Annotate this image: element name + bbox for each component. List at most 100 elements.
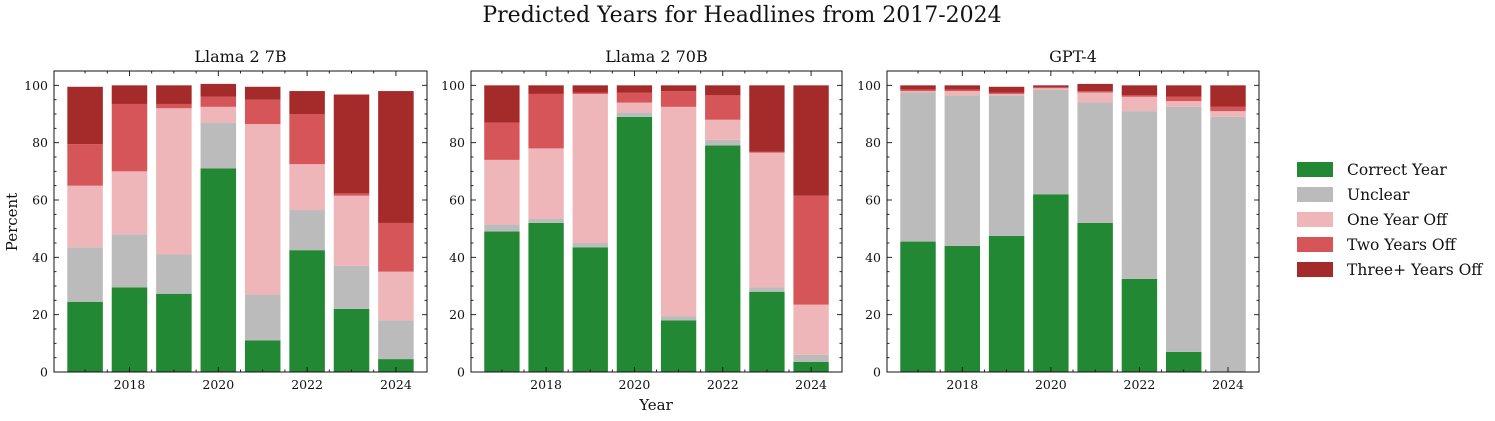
bar-one-year-off-2018 <box>111 171 148 235</box>
bar-correct-year-2024 <box>793 361 829 372</box>
bar-two-years-off-2019 <box>572 92 608 94</box>
bar-three-years-off-2021 <box>660 85 697 92</box>
bar-one-year-off-2022 <box>705 119 741 140</box>
bar-unclear-2021 <box>1077 102 1113 223</box>
bar-one-year-off-2020 <box>200 106 237 123</box>
bar-one-year-off-2024 <box>378 271 414 321</box>
bar-two-years-off-2024 <box>1210 106 1246 112</box>
bar-unclear-2018 <box>944 95 980 246</box>
x-tick-label: 2022 <box>707 377 739 392</box>
y-tick-label: 0 <box>40 365 48 380</box>
y-tick-label: 100 <box>441 78 465 93</box>
bar-three-years-off-2023 <box>749 85 785 152</box>
x-tick-label: 2024 <box>380 377 412 392</box>
legend-label-one-year-off: One Year Off <box>1347 211 1448 229</box>
bar-one-year-off-2017 <box>67 185 103 248</box>
bar-correct-year-2021 <box>660 320 697 372</box>
bar-correct-year-2020 <box>616 116 653 373</box>
legend-label-correct-year: Correct Year <box>1347 161 1447 179</box>
y-tick-label: 60 <box>449 193 465 208</box>
bar-two-years-off-2018 <box>111 103 148 172</box>
bar-three-years-off-2024 <box>793 85 829 196</box>
panel-title: Llama 2 70B <box>605 47 707 66</box>
bar-unclear-2020 <box>616 112 653 117</box>
legend-swatch-three-years-off <box>1297 262 1333 277</box>
bar-two-years-off-2017 <box>67 144 103 186</box>
x-tick-label: 2018 <box>530 377 562 392</box>
bar-one-year-off-2021 <box>1077 92 1113 103</box>
x-tick-label: 2018 <box>114 377 146 392</box>
bar-three-years-off-2023 <box>1166 85 1202 97</box>
bar-unclear-2020 <box>1033 89 1069 195</box>
bar-two-years-off-2024 <box>378 222 414 272</box>
panel-title: Llama 2 7B <box>194 47 286 66</box>
bar-unclear-2022 <box>1121 111 1158 279</box>
bar-one-year-off-2020 <box>1033 88 1069 90</box>
bar-three-years-off-2023 <box>333 94 370 194</box>
bar-one-year-off-2021 <box>660 106 697 317</box>
x-tick-label: 2024 <box>795 377 827 392</box>
bar-one-year-off-2023 <box>749 152 785 288</box>
y-tick-label: 20 <box>32 307 48 322</box>
bar-two-years-off-2022 <box>1121 95 1158 97</box>
bar-two-years-off-2019 <box>156 103 192 109</box>
bar-three-years-off-2017 <box>484 85 520 123</box>
y-tick-label: 60 <box>865 193 881 208</box>
axes-frame <box>886 70 1260 373</box>
bar-three-years-off-2024 <box>1210 85 1246 107</box>
bar-correct-year-2023 <box>1166 351 1202 372</box>
bar-one-year-off-2019 <box>572 93 608 244</box>
bar-three-years-off-2019 <box>988 86 1025 93</box>
bar-three-years-off-2019 <box>156 85 192 104</box>
bar-unclear-2023 <box>333 265 370 309</box>
x-tick-label: 2020 <box>202 377 234 392</box>
y-tick-label: 40 <box>449 250 465 265</box>
bar-one-year-off-2018 <box>528 148 564 219</box>
bar-one-year-off-2017 <box>900 91 936 93</box>
bar-correct-year-2018 <box>528 222 564 372</box>
bar-two-years-off-2017 <box>900 89 936 92</box>
bar-unclear-2019 <box>572 243 608 248</box>
x-tick-label: 2022 <box>1124 377 1156 392</box>
bar-unclear-2020 <box>200 122 237 169</box>
bar-one-year-off-2023 <box>1166 101 1202 107</box>
bar-correct-year-2021 <box>1077 222 1113 372</box>
bar-three-years-off-2022 <box>289 91 325 114</box>
x-tick-label: 2022 <box>291 377 323 392</box>
x-tick-label: 2020 <box>1035 377 1067 392</box>
bar-three-years-off-2021 <box>244 86 281 100</box>
bar-one-year-off-2019 <box>988 93 1025 96</box>
panel-llama-2-70b: 0 20 40 60 80 100 2018 2020 2022 2024 Llama 2 70B <box>441 47 843 392</box>
bar-two-years-off-2020 <box>616 92 653 103</box>
axes-frame <box>470 70 843 373</box>
panel-title: GPT-4 <box>1049 47 1097 66</box>
bar-one-year-off-2019 <box>156 108 192 255</box>
bar-three-years-off-2017 <box>67 86 103 145</box>
bar-one-year-off-2024 <box>793 304 829 355</box>
bar-unclear-2021 <box>660 316 697 321</box>
bar-three-years-off-2020 <box>1033 85 1069 88</box>
bar-one-year-off-2020 <box>616 102 653 113</box>
bar-one-year-off-2018 <box>944 91 980 96</box>
bar-two-years-off-2017 <box>484 122 520 160</box>
bar-one-year-off-2022 <box>1121 96 1158 112</box>
y-tick-label: 60 <box>32 193 48 208</box>
bar-correct-year-2024 <box>378 359 414 372</box>
bar-one-year-off-2021 <box>244 124 281 295</box>
bar-correct-year-2017 <box>900 241 936 372</box>
bar-correct-year-2022 <box>705 145 741 372</box>
bar-three-years-off-2022 <box>705 85 741 96</box>
bar-correct-year-2022 <box>1121 278 1158 372</box>
bar-two-years-off-2019 <box>988 92 1025 94</box>
bar-two-years-off-2024 <box>793 195 829 305</box>
bar-three-years-off-2019 <box>572 85 608 93</box>
bar-two-years-off-2018 <box>944 89 980 92</box>
bar-three-years-off-2020 <box>616 85 653 93</box>
bar-one-year-off-2017 <box>484 159 520 225</box>
bar-unclear-2018 <box>111 234 148 288</box>
bar-unclear-2022 <box>289 210 325 251</box>
bar-unclear-2022 <box>705 139 741 146</box>
bar-one-year-off-2023 <box>333 195 370 266</box>
bar-unclear-2017 <box>484 224 520 232</box>
